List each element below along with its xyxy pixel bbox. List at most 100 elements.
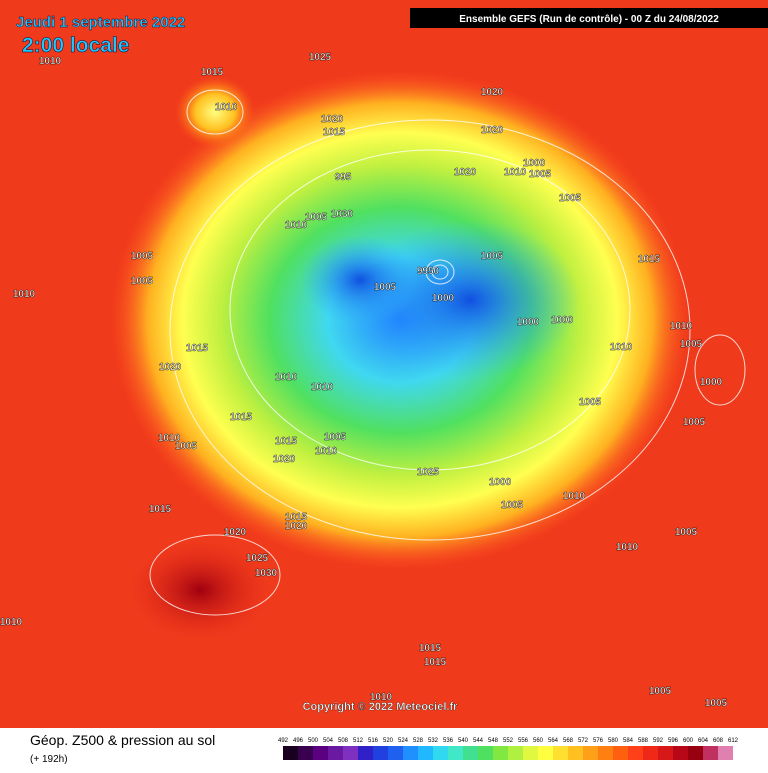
isobar-label: 1005 xyxy=(175,441,198,452)
isobar-label: 1005 xyxy=(131,251,154,262)
isobar-label: 1020 xyxy=(224,527,247,538)
copyright: Copyright © 2022 Meteociel.fr xyxy=(303,701,459,713)
scale-swatch xyxy=(493,746,508,760)
scale-swatch xyxy=(673,746,688,760)
isobar-label: 1010 xyxy=(0,617,23,628)
scale-swatch xyxy=(373,746,388,760)
isobar-label: 1000 xyxy=(700,377,723,388)
scale-label: 516 xyxy=(368,738,379,744)
isobar-label: 1005 xyxy=(374,282,397,293)
isobar-label: 1015 xyxy=(323,127,346,138)
isobar-label: 1015 xyxy=(201,67,224,78)
isobar-label: 1000 xyxy=(432,293,455,304)
isobar-label: 1010 xyxy=(39,56,62,67)
isobar-label: 1005 xyxy=(501,500,524,511)
scale-label: 520 xyxy=(383,738,394,744)
isobar-label: 1005 xyxy=(680,339,703,350)
legend-title: Géop. Z500 & pression au sol xyxy=(30,732,215,748)
isobar-label: 1015 xyxy=(230,412,253,423)
scale-swatch xyxy=(478,746,493,760)
scale-swatch xyxy=(658,746,673,760)
isobar-label: 1020 xyxy=(481,125,504,136)
scale-swatch xyxy=(613,746,628,760)
scale-label: 564 xyxy=(548,738,559,744)
isobar-label: 1005 xyxy=(705,698,728,709)
scale-swatch xyxy=(703,746,718,760)
scale-label: 504 xyxy=(323,738,334,744)
scale-swatch xyxy=(688,746,703,760)
scale-label: 492 xyxy=(278,738,289,744)
model-info: Ensemble GEFS (Run de contrôle) - 00 Z d… xyxy=(459,14,719,25)
isobar-label: 1005 xyxy=(529,169,552,180)
isobar-label: 1020 xyxy=(481,87,504,98)
isobars xyxy=(149,89,746,616)
scale-label: 612 xyxy=(728,738,739,744)
scale-label: 532 xyxy=(428,738,439,744)
isobar-label: 1000 xyxy=(517,317,540,328)
isobar-label: 1015 xyxy=(419,643,442,654)
isobar-label: 1025 xyxy=(309,52,332,63)
scale-label: 536 xyxy=(443,738,454,744)
isobar-label: 1025 xyxy=(417,467,440,478)
scale-label: 584 xyxy=(623,738,634,744)
scale-label: 588 xyxy=(638,738,649,744)
isobar-label: 1025 xyxy=(246,553,269,564)
high-center xyxy=(130,540,270,640)
scale-swatch xyxy=(628,746,643,760)
scale-label: 604 xyxy=(698,738,709,744)
scale-swatch xyxy=(448,746,463,760)
scale-label: 556 xyxy=(518,738,529,744)
isobar-labels: 1010 1015 1025 1010 1020 1015 1020 1020 1020 1000… xyxy=(0,52,728,709)
isobar-label: 1000 xyxy=(523,158,546,169)
isobar-label: 995 xyxy=(335,172,352,183)
scale-swatch xyxy=(583,746,598,760)
isobar-label: 1010 xyxy=(610,342,633,353)
isobar-label: 9950 xyxy=(417,266,440,277)
low-center xyxy=(360,220,580,380)
scale-label: 596 xyxy=(668,738,679,744)
isobar-label: 1005 xyxy=(559,193,582,204)
scale-swatch xyxy=(598,746,613,760)
isobar-label: 1010 xyxy=(504,167,527,178)
isobar-label: 1010 xyxy=(13,289,36,300)
scale-swatch xyxy=(283,746,298,760)
scale-label: 500 xyxy=(308,738,319,744)
isobar-label: 1005 xyxy=(649,686,672,697)
isobar-label: 1020 xyxy=(159,362,182,373)
isobar-label: 1030 xyxy=(255,568,278,579)
scale-label: 512 xyxy=(353,738,364,744)
isobar-label: 1010 xyxy=(285,220,308,231)
scale-label: 540 xyxy=(458,738,469,744)
isobar-label: 1000 xyxy=(489,477,512,488)
scale-swatch xyxy=(298,746,313,760)
isobar-label: 1020 xyxy=(285,521,308,532)
scale-label: 552 xyxy=(503,738,514,744)
isobar-label: 1015 xyxy=(186,343,209,354)
isobar-label: 1015 xyxy=(424,657,447,668)
isobar-label: 1010 xyxy=(315,446,338,457)
isobar-label: 1015 xyxy=(638,254,661,265)
scale-swatch xyxy=(523,746,538,760)
scale-label: 580 xyxy=(608,738,619,744)
isobar-label: 1010 xyxy=(616,542,639,553)
date: Jeudi 1 septembre 2022 xyxy=(16,14,185,31)
isobar-label: 1010 xyxy=(670,321,693,332)
isobar-label: 1010 xyxy=(158,433,181,444)
local-time: 2:00 locale xyxy=(22,34,129,57)
low-center xyxy=(300,235,420,325)
scale-swatch xyxy=(313,746,328,760)
scale-label: 524 xyxy=(398,738,409,744)
scale-swatch xyxy=(328,746,343,760)
isobar-label: 1015 xyxy=(275,436,298,447)
isobar-label: 1020 xyxy=(454,167,477,178)
isobar-label: 1005 xyxy=(305,212,328,223)
isobar-label: 1010 xyxy=(563,491,586,502)
scale-swatch xyxy=(643,746,658,760)
scale-swatch xyxy=(508,746,523,760)
scale-label: 544 xyxy=(473,738,484,744)
scale-label: 560 xyxy=(533,738,544,744)
color-scale: 492 496 500 504 508 512 516 520 524 528 532 536 540 5… xyxy=(278,738,739,760)
isobar-label: 1005 xyxy=(579,397,602,408)
isobar-label: 1020 xyxy=(273,454,296,465)
